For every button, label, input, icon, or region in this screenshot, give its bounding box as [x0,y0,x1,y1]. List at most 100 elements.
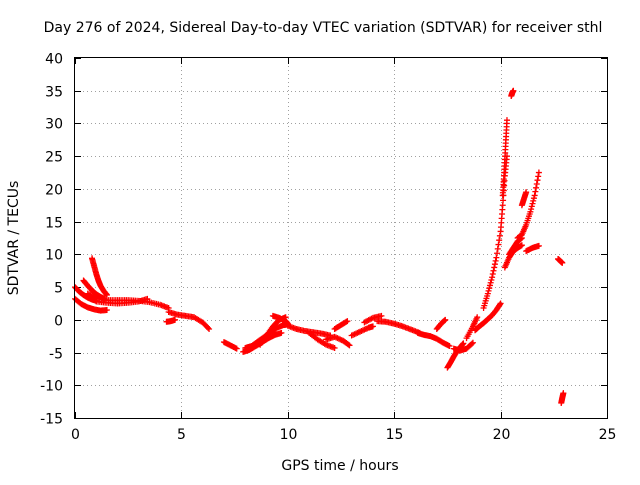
series-arc-19 [361,312,385,326]
data-point [495,241,502,248]
data-point [491,264,498,271]
y-tick-label: -5 [49,347,63,363]
data-point [529,200,536,207]
y-tick-label: 30 [45,117,63,133]
data-point [103,291,110,298]
series-arc-26 [472,300,504,334]
data-point [489,271,496,277]
series-arc-06 [93,295,151,307]
series-arc-04 [89,255,110,298]
data-point [441,317,448,324]
data-point [494,250,501,257]
data-point [533,184,540,191]
series-arc-07 [165,308,213,332]
series-arc-13 [269,312,291,327]
data-point [484,290,491,297]
data-point [496,301,503,308]
data-point [442,316,449,323]
y-tick-label: 5 [54,281,63,297]
series-arc-35 [555,255,566,266]
data-point [527,208,534,215]
data-point [144,295,151,302]
y-axis-label: SDTVAR / TECUs [6,181,22,296]
data-point [503,117,510,124]
data-point [486,285,493,292]
plot-frame [74,57,608,419]
series-arc-17 [331,318,351,332]
data-point [103,307,110,313]
data-point [205,324,211,331]
series-arc-08 [163,316,179,325]
data-point [494,245,501,252]
series-arc-21 [414,329,453,349]
data-point [172,316,179,323]
y-tick-label: 25 [45,150,63,166]
x-tick-label: 25 [599,427,617,443]
data-point [460,340,467,347]
data-point [533,181,540,187]
data-point [559,259,566,266]
series-arc-22 [433,316,449,332]
data-point [535,169,542,176]
data-point [528,206,535,213]
data-point [530,195,537,202]
y-tick-label: 35 [45,85,63,101]
data-point [523,189,530,196]
x-tick-labels: 0 5 10 15 20 25 [71,427,616,443]
data-point [346,342,353,349]
chart-title: Day 276 of 2024, Sidereal Day-to-day VTE… [44,20,603,36]
x-tick-label: 10 [280,427,298,443]
data-point [493,254,500,261]
y-tick-label: -10 [40,379,63,395]
data-point [535,242,542,249]
data-point [510,87,517,94]
data-point [496,232,503,239]
data-point [331,344,338,351]
x-tick-label: 0 [71,427,80,443]
y-tick-label: 10 [45,248,63,264]
series-arc-09 [220,339,240,352]
data-point [485,287,492,294]
series-arc-34 [508,87,517,99]
data-point [490,267,497,274]
data-point [206,325,213,332]
data-point [468,340,475,347]
data-point [492,257,499,264]
data-point [491,261,498,268]
data-point [530,197,537,204]
data-point [534,177,541,184]
data-point [531,192,538,199]
x-axis-label: GPS time / hours [281,458,398,474]
data-point [378,312,385,319]
series-arc-15 [306,329,338,351]
data-point [343,318,350,325]
series-arc-25 [463,314,481,342]
series-arc-16 [323,333,353,349]
data-point [278,329,285,336]
series-arc-28 [499,117,510,199]
x-tick-label: 20 [493,427,511,443]
y-tick-label: -15 [40,412,63,428]
data-point [486,282,493,289]
data-point [487,279,494,286]
series-arc-24 [450,339,476,354]
data-point [496,237,503,244]
data-point [535,173,542,180]
data-point [446,343,453,349]
x-tick-label: 5 [177,427,186,443]
y-tick-labels: -15 -10 -5 0 5 10 15 20 25 30 35 40 [40,52,63,428]
y-tick-label: 20 [45,183,63,199]
data-point [345,341,352,348]
data-point [233,345,240,352]
grid-lines [75,58,607,418]
series-arc-36 [558,390,567,406]
series-arc-32 [518,189,530,209]
data-point [474,314,481,321]
y-tick-label: 0 [54,314,63,330]
data-point [560,390,567,397]
data-points [72,87,567,406]
x-tick-label: 15 [386,427,404,443]
data-point [489,274,496,281]
